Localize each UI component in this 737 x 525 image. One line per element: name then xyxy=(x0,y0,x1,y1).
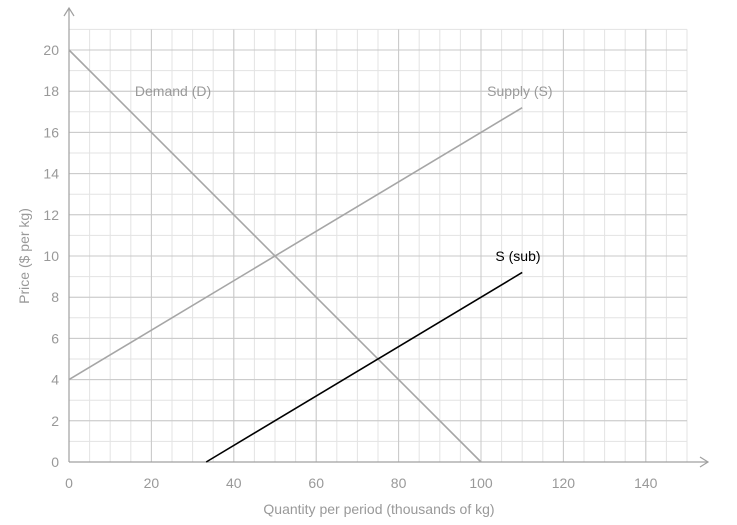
series-lines xyxy=(68,49,523,463)
axes xyxy=(63,6,710,468)
y-tick-label: 8 xyxy=(51,289,59,305)
series-labels: Demand (D) Supply (S) S (sub) xyxy=(135,83,553,264)
series-line-1 xyxy=(68,106,523,381)
y-tick-label: 12 xyxy=(43,207,59,223)
y-tick-label: 16 xyxy=(43,124,59,140)
y-tick-label: 2 xyxy=(51,413,59,429)
series-label-1: Supply (S) xyxy=(487,83,552,99)
y-tick-label: 0 xyxy=(51,454,59,470)
y-tick-label: 20 xyxy=(43,42,59,58)
tick-labels: 0 20 40 60 80 100 120 140 0 2 4 6 8 10 12 14 16 18 20 xyxy=(43,42,657,491)
x-axis-arrow xyxy=(699,456,710,468)
x-tick-label: 100 xyxy=(469,475,493,491)
y-tick-label: 18 xyxy=(43,83,59,99)
x-axis-title: Quantity per period (thousands of kg) xyxy=(263,501,494,517)
y-axis-title: Price ($ per kg) xyxy=(16,208,32,304)
series-line-2 xyxy=(205,271,523,463)
y-tick-label: 10 xyxy=(43,248,59,264)
y-tick-label: 14 xyxy=(43,166,59,182)
y-tick-label: 4 xyxy=(51,372,59,388)
series-label-0: Demand (D) xyxy=(135,83,211,99)
series-label-2: S (sub) xyxy=(495,248,540,264)
y-axis-arrow xyxy=(63,6,75,17)
x-tick-label: 20 xyxy=(144,475,160,491)
x-tick-label: 80 xyxy=(391,475,407,491)
major-gridlines xyxy=(69,29,687,462)
y-tick-label: 6 xyxy=(51,330,59,346)
x-tick-label: 0 xyxy=(65,475,73,491)
x-tick-label: 120 xyxy=(552,475,576,491)
x-tick-label: 140 xyxy=(634,475,658,491)
x-tick-label: 40 xyxy=(226,475,242,491)
x-tick-label: 60 xyxy=(308,475,324,491)
